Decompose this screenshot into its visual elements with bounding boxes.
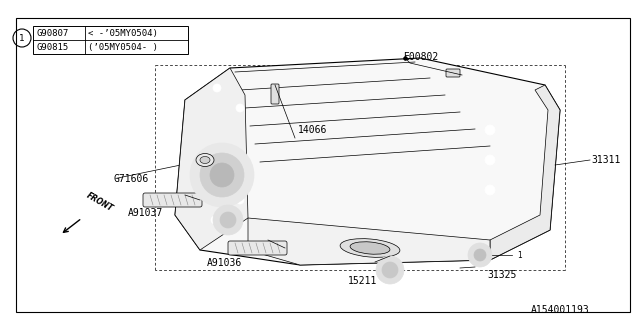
- FancyBboxPatch shape: [143, 193, 202, 207]
- Circle shape: [382, 262, 398, 278]
- Text: A91036: A91036: [207, 258, 243, 268]
- Circle shape: [468, 243, 492, 267]
- Circle shape: [220, 212, 236, 228]
- FancyBboxPatch shape: [228, 241, 287, 255]
- Text: (’05MY0504- ): (’05MY0504- ): [88, 43, 158, 52]
- Text: FRONT: FRONT: [85, 191, 115, 213]
- Circle shape: [376, 256, 404, 284]
- Polygon shape: [175, 68, 248, 250]
- Text: 1: 1: [518, 251, 522, 260]
- Text: 31325: 31325: [487, 270, 516, 280]
- Circle shape: [211, 216, 219, 224]
- Text: A91037: A91037: [128, 208, 163, 218]
- Text: G90807: G90807: [36, 28, 68, 37]
- Polygon shape: [175, 58, 560, 265]
- Polygon shape: [248, 218, 490, 265]
- Text: 15211: 15211: [348, 276, 378, 286]
- Text: G71606: G71606: [113, 174, 148, 184]
- Ellipse shape: [340, 239, 400, 257]
- Circle shape: [190, 143, 254, 207]
- Ellipse shape: [350, 242, 390, 254]
- Text: 1: 1: [19, 34, 25, 43]
- FancyBboxPatch shape: [271, 84, 279, 104]
- Text: G90815: G90815: [36, 43, 68, 52]
- Text: A154001193: A154001193: [531, 305, 589, 315]
- Circle shape: [200, 153, 244, 197]
- Ellipse shape: [196, 154, 214, 166]
- Circle shape: [474, 249, 486, 261]
- Circle shape: [485, 185, 495, 195]
- Circle shape: [213, 84, 221, 92]
- Circle shape: [210, 163, 234, 187]
- Polygon shape: [490, 85, 560, 260]
- FancyBboxPatch shape: [446, 69, 460, 77]
- Circle shape: [485, 155, 495, 165]
- Ellipse shape: [200, 156, 210, 164]
- Circle shape: [213, 205, 243, 235]
- Circle shape: [236, 104, 244, 112]
- Text: E00802: E00802: [403, 52, 438, 62]
- Bar: [33, 26, 188, 54]
- Text: 14066: 14066: [298, 125, 328, 135]
- Circle shape: [236, 196, 244, 204]
- Text: 31311: 31311: [591, 155, 620, 165]
- Circle shape: [485, 125, 495, 135]
- Text: < -’05MY0504): < -’05MY0504): [88, 28, 158, 37]
